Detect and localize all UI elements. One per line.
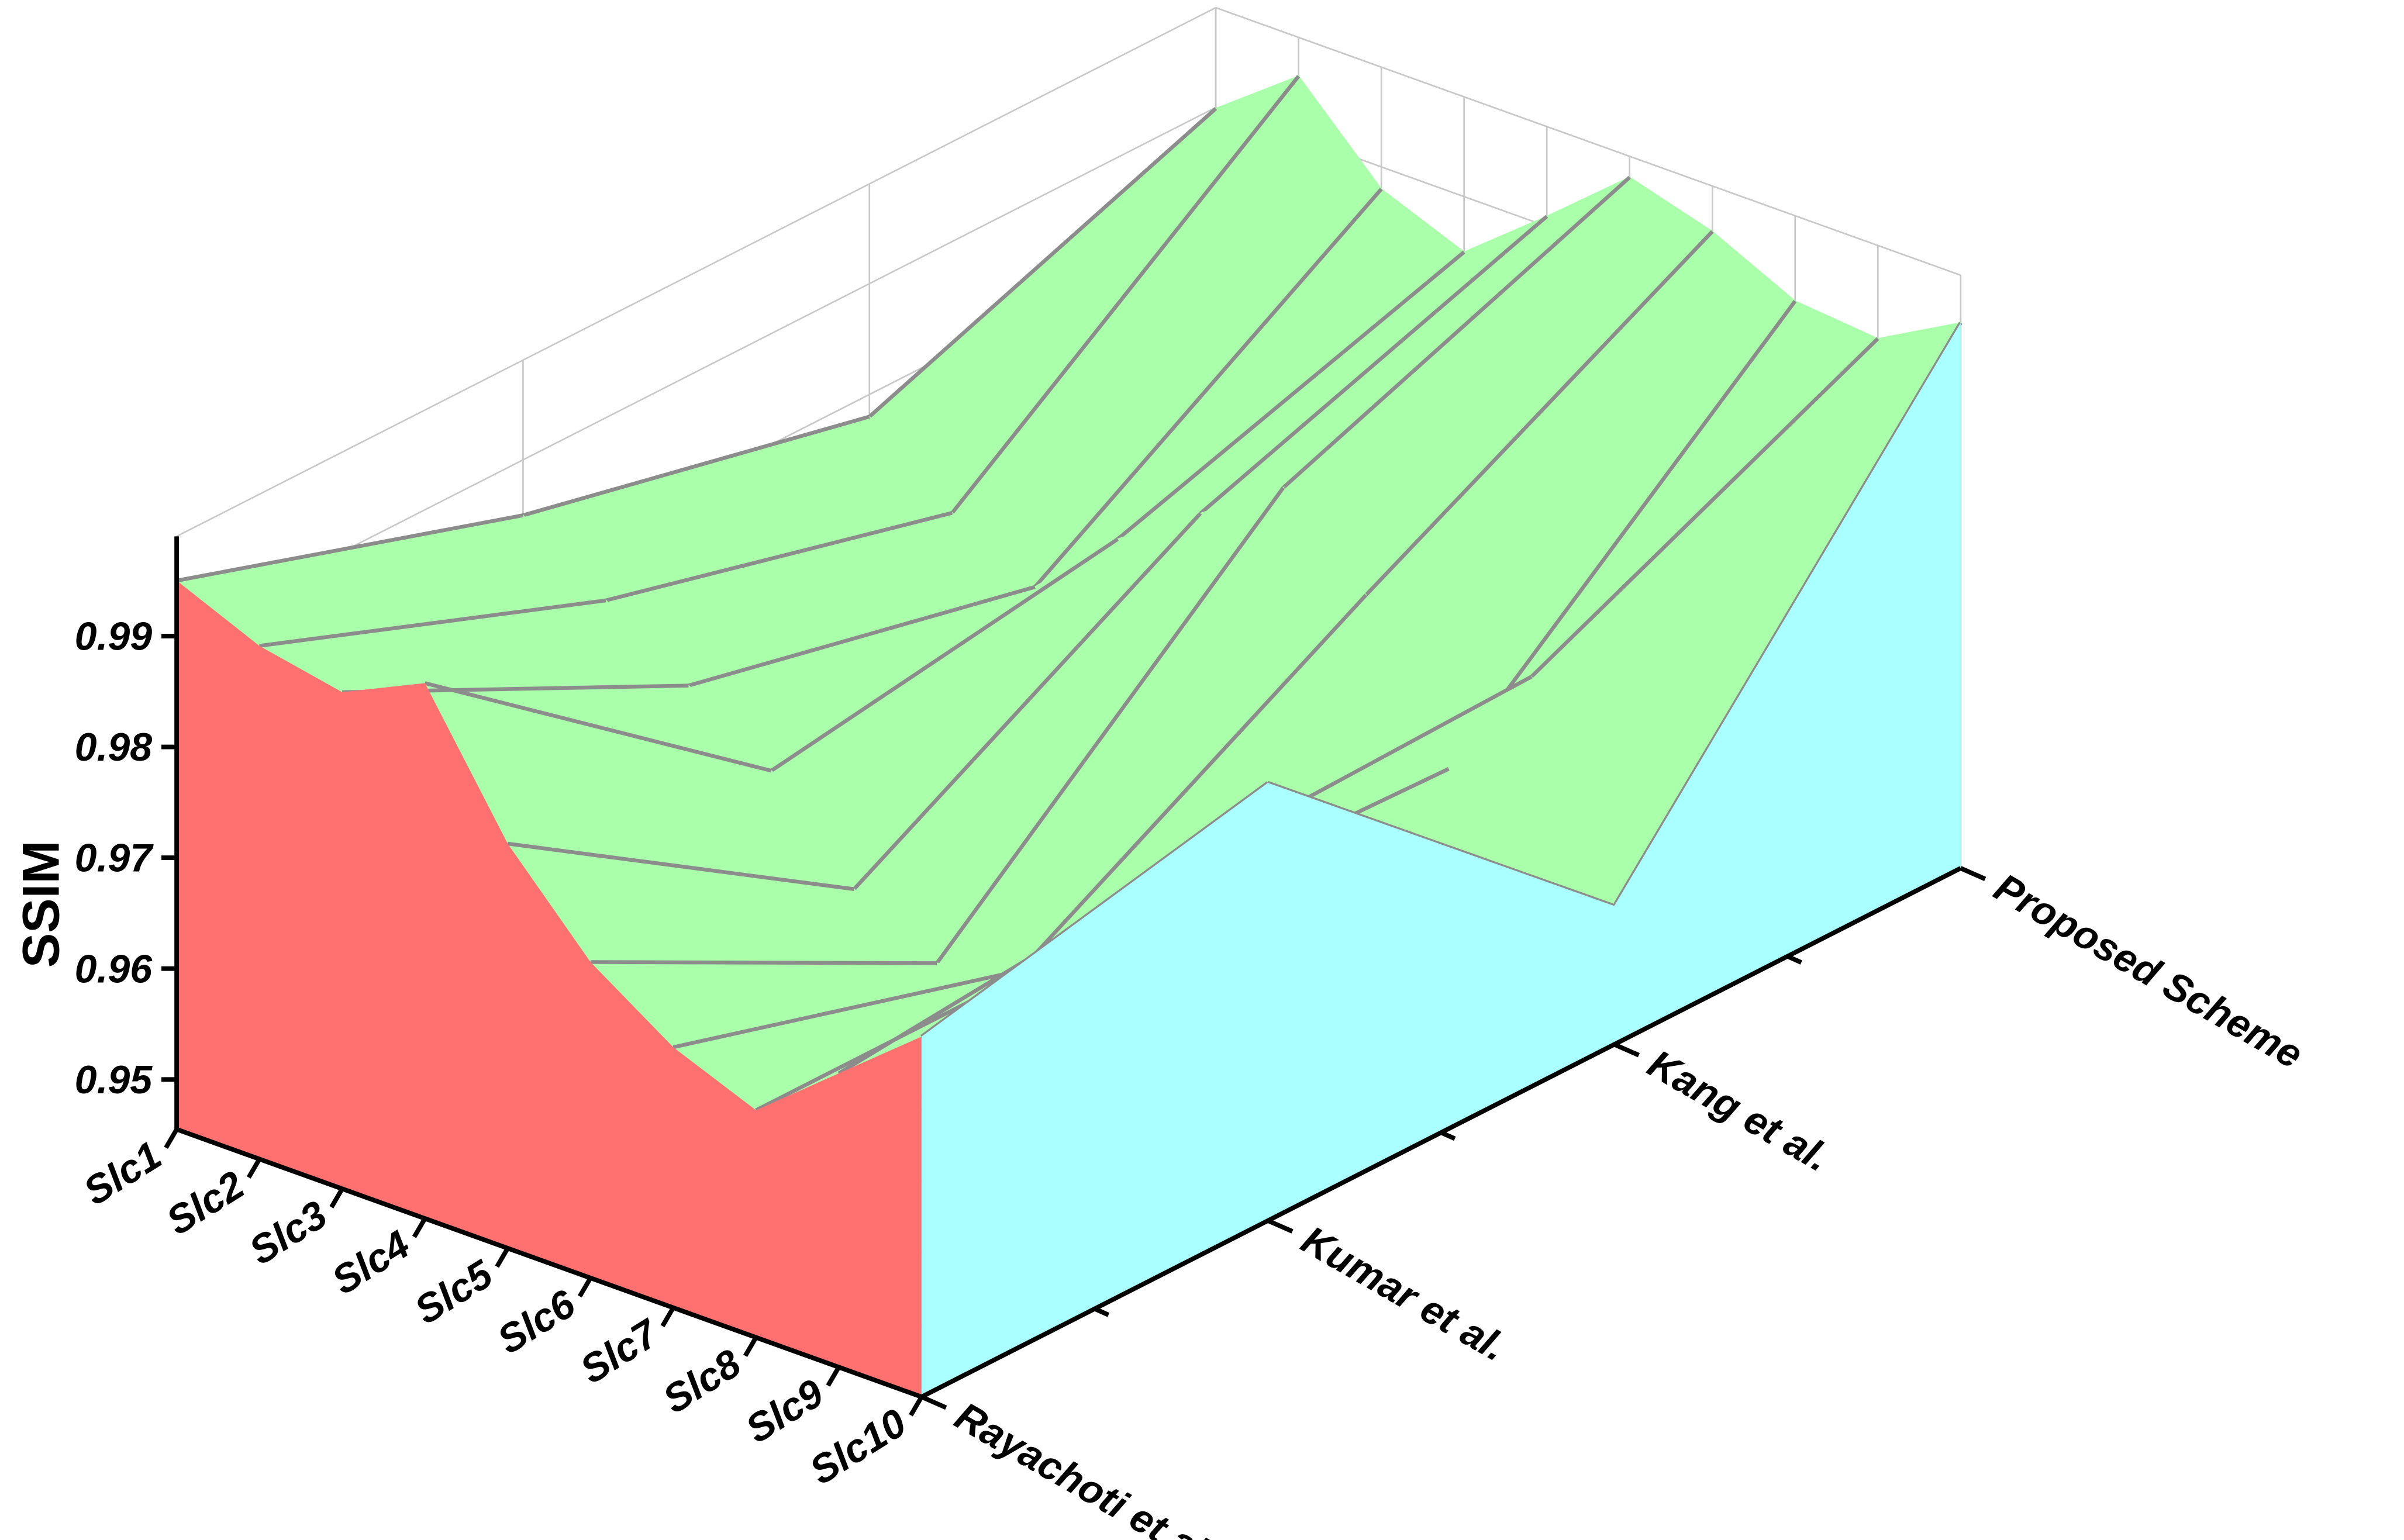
series-tick <box>1613 1042 1640 1058</box>
series-tick <box>920 1394 947 1410</box>
x-tick-label: Slc1 <box>76 1133 169 1214</box>
mesh-line <box>770 537 1119 772</box>
series-minor-tick <box>1786 954 1802 965</box>
mesh-line <box>1282 175 1631 489</box>
x-tick <box>412 1217 427 1238</box>
x-tick <box>578 1276 593 1298</box>
x-tick-label: Slc7 <box>572 1310 667 1392</box>
front-wall <box>177 581 922 1397</box>
mesh-line <box>1530 337 1879 678</box>
mesh-line <box>1267 781 1615 908</box>
mesh-line <box>605 511 953 603</box>
box-edge <box>1215 6 1961 276</box>
z-axis-title: SSIM <box>11 840 70 968</box>
z-tick-label: 0.96 <box>75 947 153 991</box>
mesh-line <box>522 415 870 517</box>
x-tick-label: Slc4 <box>325 1222 418 1303</box>
x-tick <box>743 1336 758 1357</box>
mesh-line <box>935 486 1285 965</box>
z-tick-label: 0.95 <box>75 1058 153 1102</box>
series-label: Kang et al. <box>1640 1041 1837 1180</box>
x-tick <box>329 1187 344 1208</box>
mesh-line <box>507 841 854 892</box>
x-tick-label: Slc5 <box>407 1251 501 1332</box>
series-tick <box>1960 866 1986 881</box>
series-minor-tick <box>1440 1130 1456 1141</box>
mesh-line <box>590 960 937 965</box>
x-tick-label: Slc6 <box>490 1281 584 1362</box>
mesh-line <box>176 513 524 583</box>
mesh-line <box>1364 230 1714 596</box>
mesh-line <box>424 681 772 773</box>
series-label: Rayachoti et al. <box>948 1394 1223 1540</box>
x-tick <box>660 1306 675 1328</box>
x-tick-label: Slc2 <box>158 1162 251 1244</box>
series-label: Kumar et al. <box>1294 1217 1514 1370</box>
mesh-line <box>950 75 1301 515</box>
x-tick-label: Slc9 <box>738 1370 831 1452</box>
mesh-line <box>672 969 1020 1049</box>
series-label: Proposed Scheme <box>1987 865 2310 1077</box>
z-tick-label: 0.98 <box>75 725 153 769</box>
mesh-line <box>853 512 1202 890</box>
mesh-line <box>1018 593 1368 972</box>
mesh-line <box>868 107 1217 419</box>
side-wall <box>921 323 1961 1397</box>
z-tick-label: 0.99 <box>75 614 153 659</box>
x-axis <box>175 1127 923 1399</box>
mesh-line <box>1116 250 1465 541</box>
mesh-line <box>1199 215 1548 515</box>
x-tick <box>246 1158 262 1179</box>
x-tick-label: Slc8 <box>656 1341 749 1422</box>
mesh-line <box>259 598 606 648</box>
box-edge <box>176 6 1216 537</box>
series-tick <box>1267 1218 1294 1234</box>
x-tick <box>164 1128 179 1149</box>
mesh-line <box>1033 188 1383 589</box>
mesh-line <box>688 585 1036 688</box>
z-tick-label: 0.97 <box>75 836 154 881</box>
x-tick-label: Slc3 <box>242 1192 334 1273</box>
x-tick <box>495 1247 510 1268</box>
series-minor-tick <box>1094 1306 1110 1317</box>
x-tick <box>909 1396 924 1417</box>
x-tick <box>826 1366 841 1387</box>
